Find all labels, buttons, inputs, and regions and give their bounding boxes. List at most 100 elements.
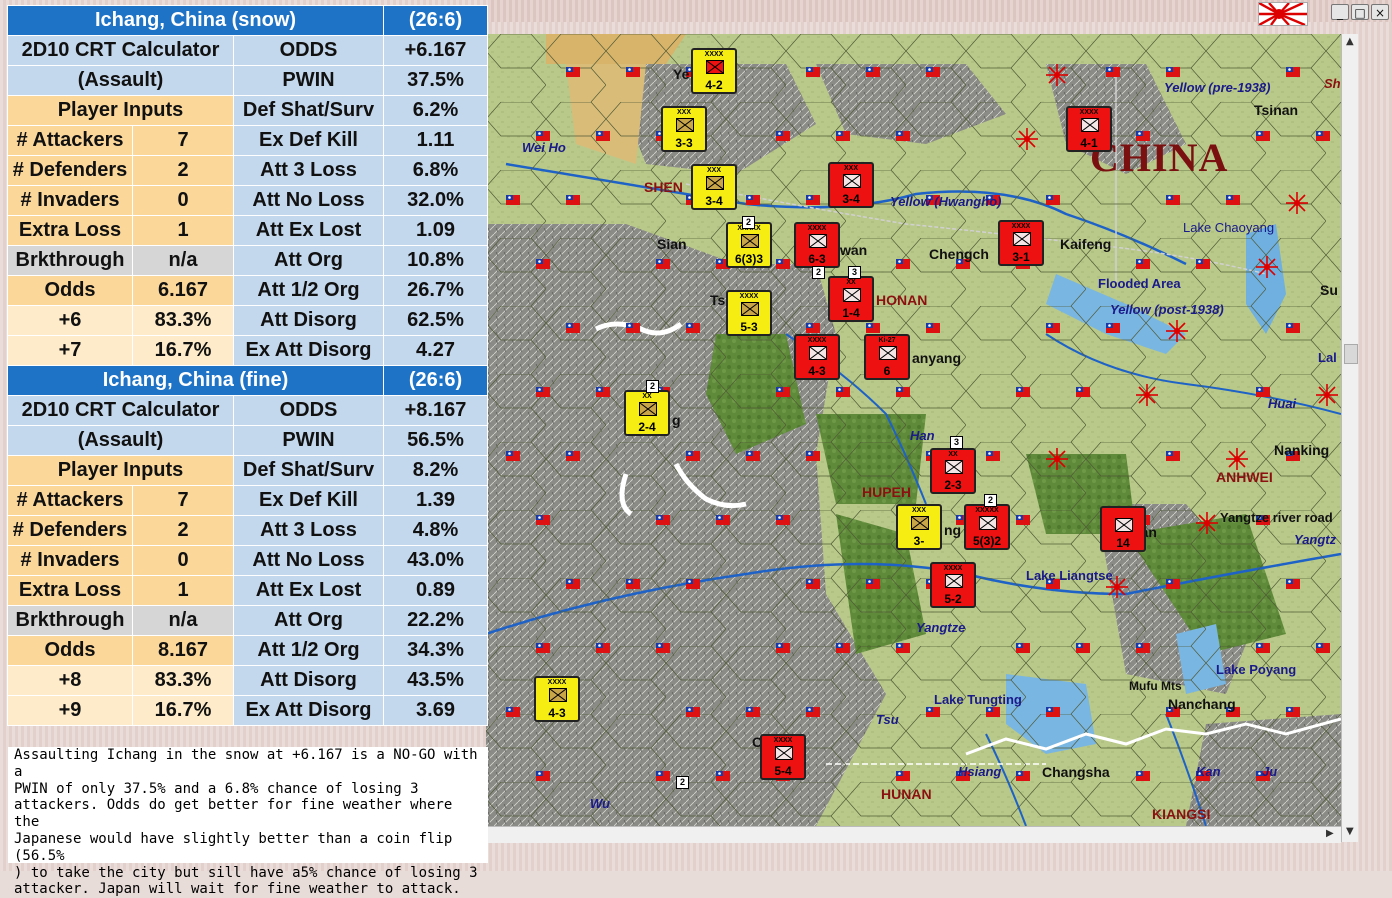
roc-flag-icon — [716, 768, 730, 781]
unit-counter[interactable]: XX 2-3 — [930, 448, 976, 494]
unit-counter[interactable]: XXX 3-3 — [661, 106, 707, 152]
roc-flag-icon — [926, 64, 940, 77]
scroll-down-icon[interactable]: ▼ — [1346, 826, 1354, 837]
roc-flag-icon — [716, 512, 730, 525]
unit-type-icon — [879, 346, 897, 360]
roc-flag-icon — [836, 128, 850, 141]
roc-flag-icon — [1256, 768, 1270, 781]
unit-type-icon — [741, 234, 759, 248]
calculator-title: 2D10 CRT Calculator — [7, 35, 234, 66]
vertical-scrollbar[interactable]: ▲ ▼ — [1341, 34, 1358, 842]
unit-type-icon — [706, 60, 724, 74]
calculator-subtitle: (Assault) — [7, 425, 234, 456]
unit-counter[interactable]: XXXX 4-3 — [534, 676, 580, 722]
roc-flag-icon — [896, 384, 910, 397]
result-label: Att No Loss — [233, 545, 384, 576]
city-label: g — [672, 412, 681, 428]
roc-flag-icon — [866, 64, 880, 77]
unit-counter[interactable]: XXXX 4-3 — [794, 334, 840, 380]
unit-counter[interactable]: XXX 3-4 — [828, 162, 874, 208]
minimize-button[interactable]: _ — [1331, 4, 1349, 20]
unit-strength: 2-3 — [944, 478, 962, 492]
maximize-button[interactable]: □ — [1351, 4, 1369, 20]
unit-size: XXXX — [773, 737, 793, 744]
region-label: Sh — [1324, 76, 1341, 91]
lake-label: Lake Chaoyang — [1183, 220, 1275, 235]
note-line: attacker. Japan will wait for fine weath… — [14, 881, 461, 898]
unit-counter[interactable]: XXXX 4-1 — [1066, 106, 1112, 152]
road-label: Yangtze river road — [1220, 510, 1333, 525]
roc-flag-icon — [1166, 448, 1180, 461]
rising-sun-flag-icon — [1016, 128, 1038, 150]
area-label: Flooded Area — [1098, 276, 1181, 291]
result-value: 3.69 — [383, 695, 488, 726]
unit-counter[interactable]: XXX 3-4 — [691, 164, 737, 210]
note-line: Japanese would have slightly better than… — [14, 830, 453, 864]
lake-label: Lal — [1318, 350, 1337, 365]
roc-flag-icon — [1046, 320, 1060, 333]
unit-counter[interactable]: XXXXX 5(3)2 — [964, 504, 1010, 550]
city-label: Kaifeng — [1060, 236, 1112, 252]
result-label: Ex Def Kill — [233, 485, 384, 516]
roc-flag-icon — [656, 640, 670, 653]
roc-flag-icon — [806, 576, 820, 589]
region-label: HUPEH — [862, 484, 912, 500]
unit-type-icon — [1013, 232, 1031, 246]
unit-counter[interactable]: XXXX 3-1 — [998, 220, 1044, 266]
unit-counter[interactable]: XXXX 4-2 — [691, 48, 737, 94]
region-label: KIANGSI — [1152, 806, 1211, 822]
unit-type-icon — [979, 516, 997, 530]
unit-counter[interactable]: XXX 3- — [896, 504, 942, 550]
unit-strength: 4-1 — [1080, 136, 1098, 150]
unit-counter[interactable]: Ki-27 6 — [864, 334, 910, 380]
roc-flag-icon — [1016, 384, 1030, 397]
horizontal-scrollbar[interactable]: ▶ — [486, 826, 1341, 843]
river-label: Hsiang — [958, 764, 1002, 779]
scroll-right-icon[interactable]: ▶ — [1326, 828, 1334, 839]
result-label: Ex Att Disorg — [233, 695, 384, 726]
inputs-header: Player Inputs — [7, 455, 234, 486]
close-button[interactable]: × — [1371, 4, 1389, 20]
unit-counter[interactable]: XXXX 5-2 — [930, 562, 976, 608]
unit-size: XXXX — [547, 679, 567, 686]
unit-strength: 6(3)3 — [734, 252, 763, 266]
result-label: Ex Att Disorg — [233, 335, 384, 366]
input-value: 16.7% — [132, 335, 234, 366]
unit-counter[interactable]: XX 1-4 — [828, 276, 874, 322]
crt-table: Ichang, China (snow) (26:6) 2D10 CRT Calcu… — [7, 5, 488, 726]
unit-counter[interactable]: XXXX 5-3 — [726, 290, 772, 336]
hex-map[interactable]: CHINA SHEN HONAN HUPEH ANHWEI HUNAN KIAN… — [486, 34, 1341, 826]
unit-counter[interactable]: XXXX 6-3 — [794, 222, 840, 268]
unit-type-icon — [809, 234, 827, 248]
scroll-thumb[interactable] — [1344, 344, 1358, 364]
river-label: Yellow (post-1938) — [1110, 302, 1224, 317]
result-label: Att Disorg — [233, 305, 384, 336]
unit-counter[interactable]: 14 — [1100, 506, 1146, 552]
roc-flag-icon — [896, 256, 910, 269]
roc-flag-icon — [626, 64, 640, 77]
roc-flag-icon — [1316, 640, 1330, 653]
roc-flag-icon — [776, 384, 790, 397]
roc-flag-icon — [656, 768, 670, 781]
city-label: ng — [944, 522, 962, 538]
stack-count-badge: 2 — [676, 776, 689, 789]
roc-flag-icon — [1196, 768, 1210, 781]
roc-flag-icon — [1046, 192, 1060, 205]
input-value: n/a — [132, 245, 234, 276]
panel-title: Ichang, China (fine) — [7, 365, 384, 396]
roc-flag-icon — [1136, 640, 1150, 653]
result-value: 37.5% — [383, 65, 488, 96]
roc-flag-icon — [1046, 576, 1060, 589]
river-label: Yellow (Hwangho) — [890, 194, 1002, 209]
scroll-up-icon[interactable]: ▲ — [1346, 36, 1354, 47]
roc-flag-icon — [806, 704, 820, 717]
unit-type-icon — [775, 746, 793, 760]
unit-counter[interactable]: XXXX 5-4 — [760, 734, 806, 780]
input-value: 6.167 — [132, 275, 234, 306]
input-value: 7 — [132, 485, 234, 516]
roc-flag-icon — [1286, 64, 1300, 77]
unit-strength: 4-3 — [808, 364, 826, 378]
unit-size: XXXX — [739, 293, 759, 300]
unit-counter[interactable]: XX 2-4 — [624, 390, 670, 436]
roc-flag-icon — [1076, 640, 1090, 653]
